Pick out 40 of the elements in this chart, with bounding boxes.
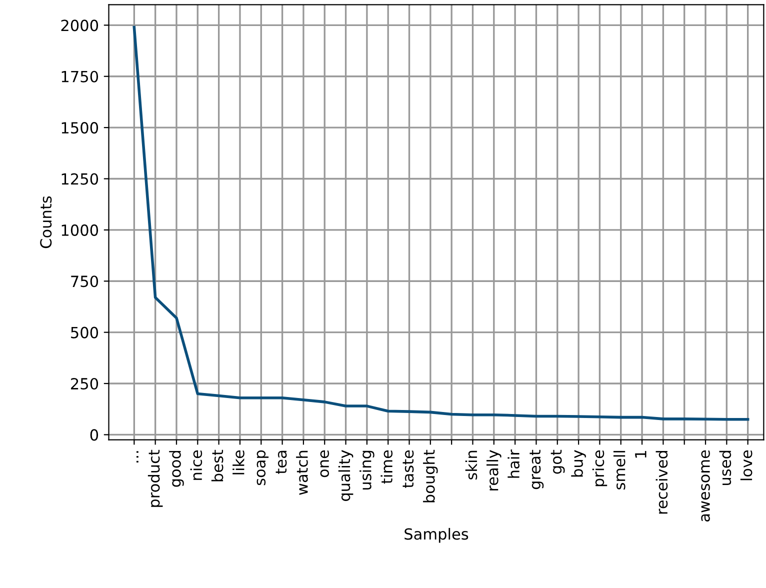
x-tick-label: good xyxy=(169,450,184,487)
y-tick-label: 1750 xyxy=(62,70,98,82)
x-tick-label: great xyxy=(530,450,544,490)
x-tick-label: smell xyxy=(613,450,626,490)
x-tick-label: time xyxy=(380,450,393,484)
x-tick-label: got xyxy=(550,450,565,474)
x-tick-label: really xyxy=(486,450,502,490)
x-tick-label: skin xyxy=(465,450,478,480)
x-tick-label: product xyxy=(148,450,163,507)
x-tick-label: soap xyxy=(256,450,269,486)
y-tick-label: 1250 xyxy=(62,173,98,185)
x-tick-label: tea xyxy=(276,450,287,474)
x-tick-label: price xyxy=(592,450,608,486)
x-tick-label: 1 xyxy=(635,450,646,458)
y-tick-label: 1500 xyxy=(62,122,98,134)
x-tick-label: hair xyxy=(508,450,520,478)
y-tick-label: 750 xyxy=(71,276,98,288)
y-tick-label: 1000 xyxy=(62,224,98,236)
x-axis-title: Samples xyxy=(404,528,468,543)
x-tick-label: like xyxy=(232,450,244,474)
x-tick-label: using xyxy=(360,450,374,490)
x-tick-label: bought xyxy=(423,450,438,502)
y-tick-label: 0 xyxy=(90,429,98,441)
x-tick-label: taste xyxy=(402,450,414,488)
line-series xyxy=(132,26,750,421)
x-tick-label: received xyxy=(656,450,668,514)
x-tick-label: quality xyxy=(338,450,354,501)
y-axis-title: Counts xyxy=(40,196,52,248)
x-tick-label: ... xyxy=(136,451,138,462)
x-tick-label: watch xyxy=(296,450,308,495)
x-tick-label: one xyxy=(320,450,330,478)
y-tick-label: 250 xyxy=(71,378,98,390)
x-tick-label: best xyxy=(211,450,224,482)
x-tick-label: nice xyxy=(190,450,202,480)
x-tick-label: awesome xyxy=(701,450,710,522)
x-tick-label: used xyxy=(719,450,732,485)
x-tick-label: buy xyxy=(571,450,586,477)
y-tick-label: 2000 xyxy=(61,20,98,32)
y-tick-label: 500 xyxy=(71,326,98,338)
x-tick-label: love xyxy=(740,450,752,480)
